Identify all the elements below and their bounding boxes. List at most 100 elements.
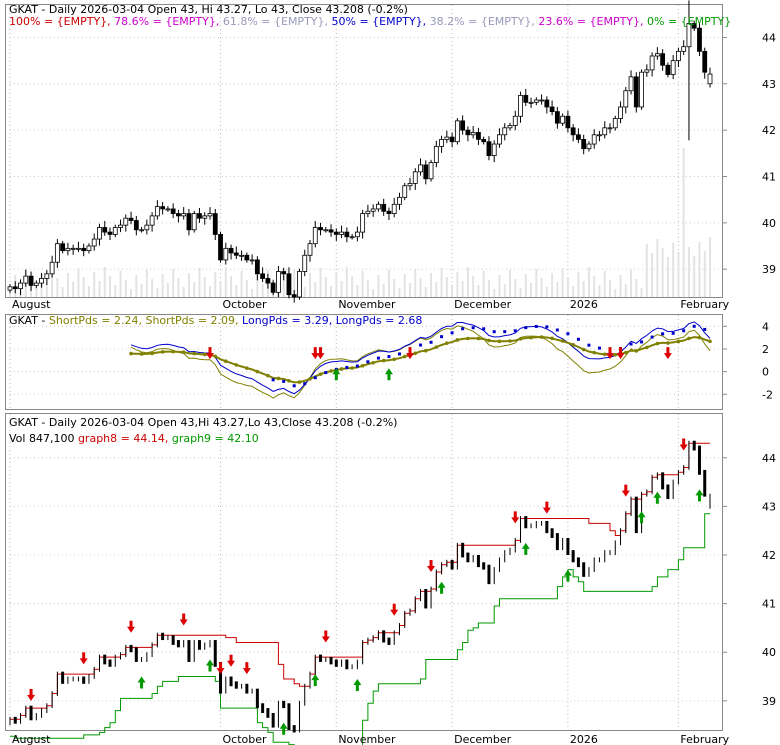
buy-arrow-icon (332, 368, 341, 381)
candle-body (565, 115, 571, 129)
legend-entry: 61.8% = {EMPTY}, (219, 15, 328, 28)
candle-body (244, 254, 250, 261)
candle-body (276, 271, 281, 293)
candle-body (633, 76, 639, 108)
candle-body (486, 141, 492, 157)
volume-bar (445, 277, 448, 297)
longpds-marker (313, 376, 317, 380)
shortpds-marker (571, 343, 575, 347)
candle-body (28, 275, 34, 286)
volume-bar (45, 283, 48, 297)
sell-arrow-icon (406, 347, 414, 360)
buy-arrow-icon (521, 542, 530, 555)
volume-bar (672, 243, 675, 297)
shortpds-marker (318, 372, 323, 376)
buy-arrow-icon (653, 491, 662, 504)
sell-arrow-icon (206, 347, 214, 360)
legend-entry: graph8 = 44.14, (74, 432, 168, 445)
volume-bar (114, 285, 117, 297)
volume-bar (214, 272, 217, 297)
x-tick-label: October (223, 733, 267, 745)
x-tick-label: August (12, 733, 51, 745)
volume-bar (635, 279, 638, 297)
candle-body (23, 275, 29, 284)
shortpds-marker (160, 350, 165, 354)
longpds-marker (492, 330, 496, 334)
longpds-marker (703, 327, 707, 331)
volume-bar (209, 286, 211, 297)
candle-body (76, 247, 81, 250)
volume-bar (456, 272, 459, 297)
candle-body (570, 127, 576, 136)
longpds-marker (629, 342, 633, 346)
shortpds-marker (202, 352, 207, 357)
volume-bar (461, 281, 464, 297)
shortpds-marker (308, 377, 312, 381)
candle-body (344, 231, 350, 238)
candle-body (597, 134, 602, 137)
candle-body (697, 27, 702, 52)
candle-body (370, 208, 376, 212)
volume-bar (335, 272, 338, 297)
shortpds-marker (223, 359, 228, 363)
candle-body (512, 115, 518, 126)
candle-body (423, 164, 429, 180)
volume-bar (98, 281, 101, 297)
volume-bar (61, 287, 64, 297)
buy-arrow-icon (563, 569, 572, 582)
sell-arrow-icon (663, 347, 672, 360)
shortpds-marker (602, 352, 607, 357)
longpds-marker (440, 335, 444, 339)
volume-bar (130, 289, 133, 297)
legend-entry: 23.6% = {EMPTY}, (535, 15, 644, 28)
volume-bar (282, 274, 285, 297)
signal-bars (9, 440, 711, 733)
longpds-marker (429, 340, 433, 344)
candle-body (439, 139, 444, 147)
shortpds-marker (476, 336, 481, 341)
sell-arrow-icon (321, 630, 330, 643)
candle-body (7, 286, 13, 291)
volume-bar (119, 271, 122, 297)
candle-body (523, 94, 529, 103)
volume-bar (172, 269, 175, 297)
y-tick-label: 43 (762, 500, 776, 513)
shortpds-marker (581, 347, 586, 352)
shortpds-marker (350, 366, 354, 370)
shortpds-marker (423, 348, 428, 353)
longpds-line (130, 321, 711, 395)
volume-bar (256, 275, 259, 297)
y-tick-label: 0 (762, 366, 769, 379)
buy-arrow-icon (311, 674, 320, 687)
candle-body (97, 227, 102, 240)
volume-bar (503, 284, 506, 297)
shortpds-marker (445, 341, 449, 345)
shortpds-marker (508, 339, 512, 343)
longpds-marker (534, 324, 538, 328)
candle-body (18, 282, 23, 290)
buy-arrow-icon (353, 678, 362, 691)
candle-body (507, 125, 513, 129)
volume-bar (466, 267, 469, 297)
volume-bar (230, 276, 233, 297)
shortpds-marker (171, 349, 175, 354)
volume-bar (540, 278, 543, 297)
candle-body (444, 136, 450, 140)
buy-arrow-icon (137, 676, 146, 689)
volume-bar (424, 287, 427, 297)
volume-bar (656, 239, 659, 297)
shortpds-marker (181, 350, 186, 354)
candle-body (576, 134, 581, 140)
legend-entry: ShortPds = 2.09, (142, 314, 239, 327)
candle-body (149, 215, 155, 226)
candle-body (533, 99, 539, 103)
candle-body (112, 227, 118, 235)
candle-body (260, 273, 266, 279)
candle-body (528, 101, 534, 104)
volume-bar (614, 289, 617, 297)
legend-entry: LongPds = 2.68 (332, 314, 422, 327)
sell-arrow-icon (390, 603, 399, 616)
volume-bar (372, 289, 375, 297)
candle-body (54, 243, 60, 263)
